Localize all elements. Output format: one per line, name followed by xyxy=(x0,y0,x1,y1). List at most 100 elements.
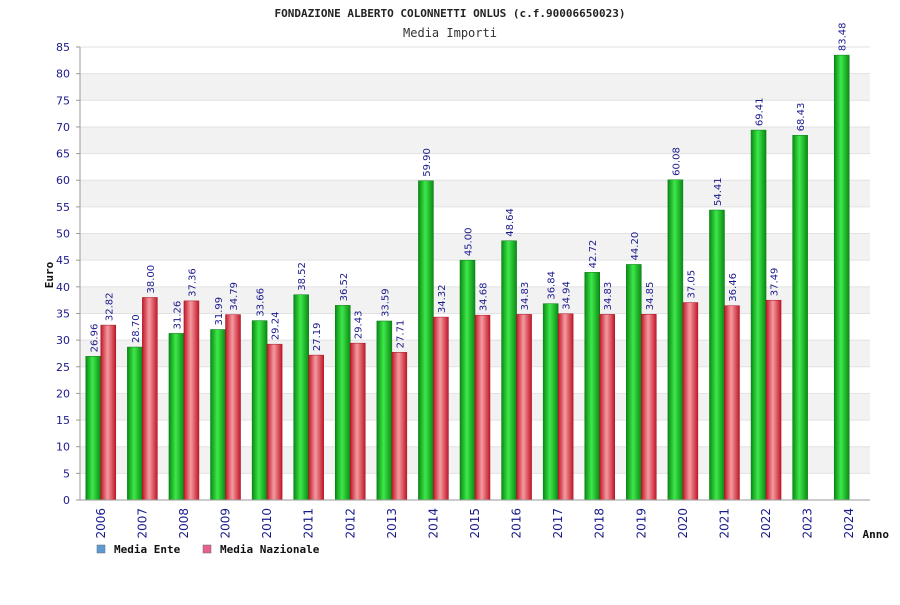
x-tick-label: 2016 xyxy=(510,508,524,539)
data-label: 38.52 xyxy=(297,262,308,291)
bar-media-ente xyxy=(459,259,476,501)
bar-media-nazionale xyxy=(391,352,408,501)
y-tick-label: 70 xyxy=(56,121,70,134)
data-label: 28.70 xyxy=(131,314,142,343)
legend: Media Ente Media Nazionale xyxy=(96,543,320,556)
bar-media-ente xyxy=(293,294,309,501)
data-label: 36.46 xyxy=(728,273,739,302)
bar-media-nazionale xyxy=(433,316,449,501)
x-tick-label: 2017 xyxy=(551,508,565,539)
chart-title: FONDAZIONE ALBERTO COLONNETTI ONLUS (c.f… xyxy=(275,7,626,20)
y-tick-labels: 0 5 10 15 20 25 30 35 40 45 50 55 60 65 70 75 80 85 xyxy=(56,41,80,507)
bar-media-ente xyxy=(418,180,434,501)
grid-band xyxy=(80,180,870,207)
data-label: 83.48 xyxy=(838,22,849,51)
y-tick-label: 40 xyxy=(56,281,70,294)
bar-media-ente xyxy=(210,329,226,501)
bar-media-nazionale xyxy=(183,300,200,501)
bar-media-ente xyxy=(750,129,767,501)
y-tick-label: 5 xyxy=(63,467,70,480)
bar-media-nazionale xyxy=(682,302,699,501)
y-axis-label: Euro xyxy=(43,261,56,288)
bar-media-ente xyxy=(501,240,517,501)
bar-media-nazionale xyxy=(516,314,532,501)
x-tick-label: 2013 xyxy=(385,508,399,539)
bar-media-ente xyxy=(335,305,351,501)
data-label: 37.49 xyxy=(770,268,781,297)
bar-media-nazionale xyxy=(765,299,782,501)
x-axis-label: Anno xyxy=(863,528,890,541)
y-tick-label: 85 xyxy=(56,41,70,54)
bar-media-nazionale xyxy=(308,354,324,501)
data-label: 54.41 xyxy=(713,177,724,206)
data-label: 33.66 xyxy=(256,288,267,317)
bar-media-ente xyxy=(542,303,559,501)
x-tick-label: 2021 xyxy=(717,508,731,539)
data-label: 60.08 xyxy=(671,147,682,176)
y-tick-label: 65 xyxy=(56,148,70,161)
data-label: 29.43 xyxy=(354,311,365,340)
y-tick-label: 60 xyxy=(56,174,70,187)
bar-media-nazionale xyxy=(266,343,283,501)
bar-media-ente xyxy=(168,333,185,501)
data-label: 34.83 xyxy=(520,282,531,311)
bar-media-nazionale xyxy=(724,305,740,501)
x-tick-label: 2007 xyxy=(135,508,149,539)
x-tick-label: 2019 xyxy=(634,508,648,539)
x-tick-label: 2008 xyxy=(177,508,191,539)
bar-media-ente xyxy=(584,272,600,501)
legend-label: Media Nazionale xyxy=(220,543,320,556)
data-label: 27.71 xyxy=(395,320,406,349)
data-label: 59.90 xyxy=(422,148,433,177)
bar-media-nazionale xyxy=(225,314,241,501)
bar-media-ente xyxy=(709,209,725,501)
x-tick-label: 2009 xyxy=(219,508,233,539)
grid-band xyxy=(80,73,870,101)
x-tick-label: 2018 xyxy=(593,508,607,539)
bar-media-ente xyxy=(667,179,684,501)
data-label: 37.36 xyxy=(187,268,198,297)
x-tick-label: 2024 xyxy=(842,508,856,539)
data-label: 34.79 xyxy=(229,282,240,311)
y-tick-label: 35 xyxy=(56,307,70,320)
data-label: 33.59 xyxy=(380,288,391,317)
x-tick-label: 2011 xyxy=(302,508,316,539)
data-label: 31.99 xyxy=(214,297,225,326)
grid-band xyxy=(80,233,870,261)
bar-media-nazionale xyxy=(557,313,574,501)
bar-media-ente xyxy=(626,264,642,501)
data-label: 36.84 xyxy=(547,271,558,300)
bar-media-ente xyxy=(85,356,102,501)
data-label: 34.83 xyxy=(603,282,614,311)
x-tick-label: 2014 xyxy=(426,508,440,539)
data-label: 68.43 xyxy=(796,103,807,132)
bar-media-ente xyxy=(127,346,143,501)
chart-subtitle: Media Importi xyxy=(403,26,497,40)
y-tick-label: 15 xyxy=(56,414,70,427)
y-tick-label: 45 xyxy=(56,254,70,267)
x-tick-label: 2006 xyxy=(94,508,108,539)
grid-band xyxy=(80,126,870,154)
data-label: 27.19 xyxy=(312,322,323,351)
x-tick-label: 2023 xyxy=(801,508,815,539)
x-tick-label: 2015 xyxy=(468,508,482,539)
data-label: 26.96 xyxy=(89,324,100,353)
data-label: 45.00 xyxy=(464,228,475,257)
y-tick-label: 10 xyxy=(56,441,70,454)
x-tick-label: 2020 xyxy=(676,508,690,539)
bar-media-ente xyxy=(376,320,393,501)
y-tick-label: 75 xyxy=(56,94,70,107)
x-tick-labels: 2006 2007 2008 2009 2010 2011 2012 2013 2014 2015… xyxy=(94,508,856,539)
bar-media-ente xyxy=(792,135,808,501)
data-label: 69.41 xyxy=(755,97,766,126)
y-tick-label: 50 xyxy=(56,228,70,241)
bar-media-nazionale xyxy=(100,324,117,501)
bar-media-nazionale xyxy=(599,314,615,501)
legend-label: Media Ente xyxy=(114,543,181,556)
bar-media-ente xyxy=(251,320,268,501)
data-label: 48.64 xyxy=(505,208,516,237)
data-label: 37.05 xyxy=(686,270,697,299)
bar-media-nazionale xyxy=(350,342,366,501)
y-tick-label: 0 xyxy=(63,494,70,507)
bar-media-ente xyxy=(833,54,850,501)
